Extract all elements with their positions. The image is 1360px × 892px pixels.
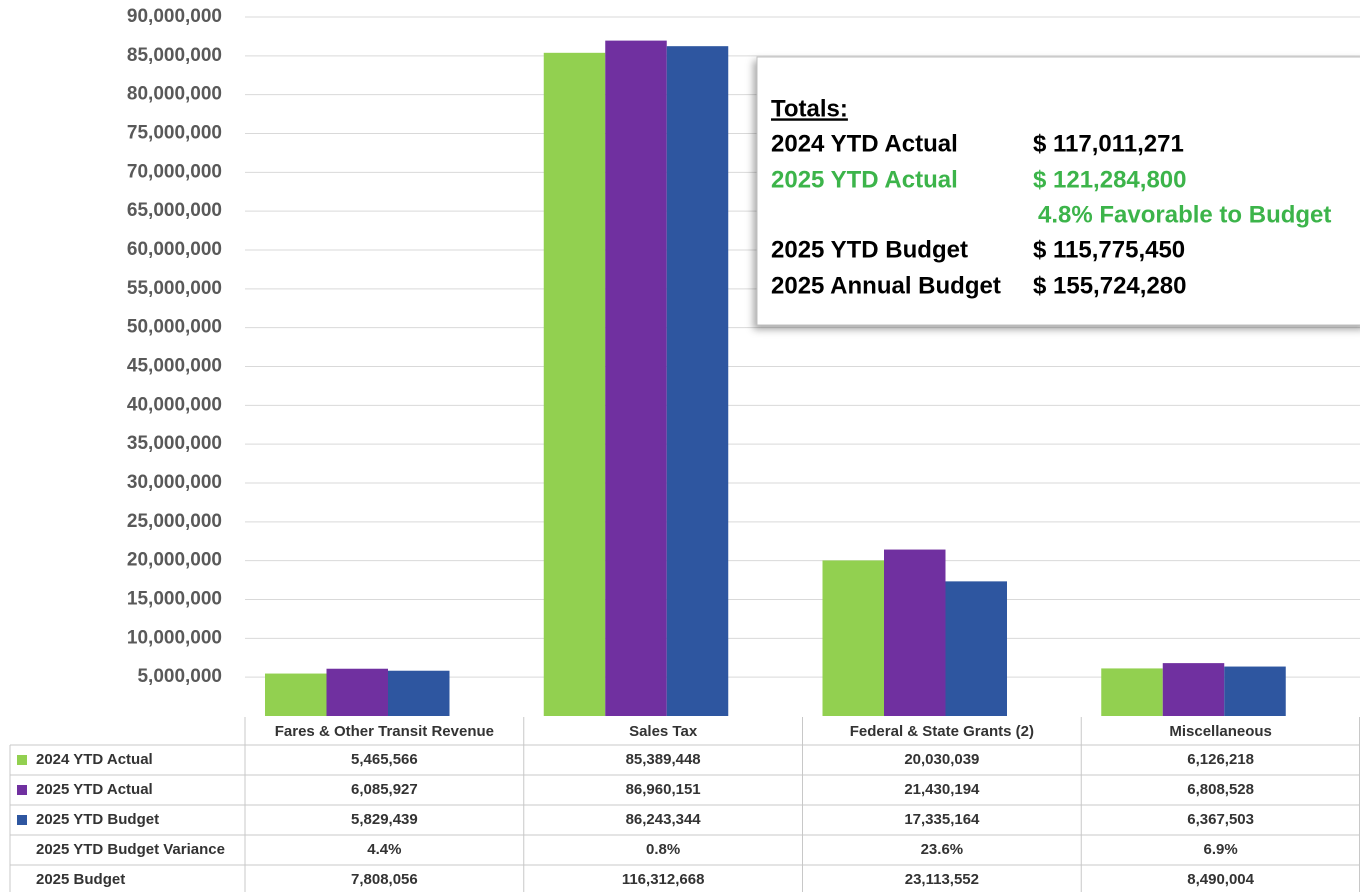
table-cell: 6,126,218 (1187, 751, 1254, 768)
y-tick-label: 55,000,000 (127, 278, 222, 299)
totals-value: $ 155,724,280 (1033, 272, 1186, 299)
bar (884, 549, 946, 716)
totals-value: $ 121,284,800 (1033, 166, 1186, 193)
table-cell: 86,960,151 (626, 781, 701, 798)
table-cell: 0.8% (646, 841, 680, 858)
legend-swatch (17, 815, 27, 825)
y-tick-label: 40,000,000 (127, 394, 222, 415)
table-cell: 8,490,004 (1187, 871, 1254, 888)
bar (326, 668, 388, 716)
totals-label: 2025 YTD Actual (771, 166, 958, 193)
x-tick-label: Miscellaneous (1169, 723, 1272, 740)
legend-swatch (17, 755, 27, 765)
table-cell: 17,335,164 (904, 811, 980, 828)
bar (543, 52, 606, 717)
table-cell: 85,389,448 (626, 751, 701, 768)
bar (666, 46, 729, 716)
totals-title: Totals: (771, 95, 848, 122)
x-tick-label: Sales Tax (629, 723, 698, 740)
table-cell: 21,430,194 (904, 781, 980, 798)
y-tick-label: 25,000,000 (127, 511, 222, 532)
table-cell: 6,085,927 (351, 781, 418, 798)
table-cell: 4.4% (367, 841, 401, 858)
bar (388, 670, 450, 716)
totals-label: 2025 YTD Budget (771, 236, 968, 263)
legend-label: 2025 YTD Actual (36, 781, 153, 798)
table-cell: 5,465,566 (351, 751, 418, 768)
bar (1162, 663, 1225, 716)
x-tick-label: Federal & State Grants (2) (850, 723, 1034, 740)
table-cell: 6,808,528 (1187, 781, 1254, 798)
table-cell: 23,113,552 (905, 871, 979, 888)
y-tick-label: 45,000,000 (127, 356, 222, 377)
row-label: 2025 YTD Budget Variance (36, 841, 225, 858)
table-cell: 86,243,344 (626, 811, 702, 828)
totals-value: $ 115,775,450 (1033, 236, 1185, 263)
y-tick-label: 90,000,000 (127, 6, 222, 27)
y-tick-label: 85,000,000 (127, 45, 222, 66)
table-cell: 5,829,439 (351, 811, 418, 828)
totals-label: 2025 Annual Budget (771, 272, 1001, 299)
table-cell: 6.9% (1204, 841, 1238, 858)
bar (945, 581, 1007, 716)
totals-box (756, 56, 1360, 326)
y-tick-label: 15,000,000 (127, 589, 222, 610)
table-cell: 116,312,668 (622, 871, 705, 888)
y-tick-label: 50,000,000 (127, 317, 222, 338)
x-tick-label: Fares & Other Transit Revenue (275, 723, 494, 740)
legend-label: 2025 YTD Budget (36, 811, 159, 828)
y-tick-label: 5,000,000 (137, 666, 222, 687)
table-cell: 7,808,056 (351, 871, 418, 888)
legend-label: 2024 YTD Actual (36, 751, 153, 768)
y-tick-label: 30,000,000 (127, 472, 222, 493)
bar (605, 40, 667, 716)
y-tick-label: 35,000,000 (127, 433, 222, 454)
bar (822, 560, 884, 716)
y-tick-label: 80,000,000 (127, 84, 222, 105)
bar (1101, 668, 1163, 716)
table-cell: 23.6% (921, 841, 964, 858)
bar (1224, 666, 1286, 716)
legend-swatch (17, 785, 27, 795)
totals-note: 4.8% Favorable to Budget (1038, 201, 1331, 228)
table-cell: 20,030,039 (904, 751, 979, 768)
y-tick-label: 60,000,000 (127, 239, 222, 260)
y-tick-label: 10,000,000 (127, 627, 222, 648)
totals-value: $ 117,011,271 (1033, 130, 1184, 157)
table-cell: 6,367,503 (1187, 811, 1254, 828)
row-label: 2025 Budget (36, 871, 125, 888)
y-tick-label: 75,000,000 (127, 123, 222, 144)
y-tick-label: 65,000,000 (127, 200, 222, 221)
y-tick-label: 20,000,000 (127, 550, 222, 571)
bar (265, 673, 327, 716)
totals-label: 2024 YTD Actual (771, 130, 958, 157)
y-tick-label: 70,000,000 (127, 161, 222, 182)
